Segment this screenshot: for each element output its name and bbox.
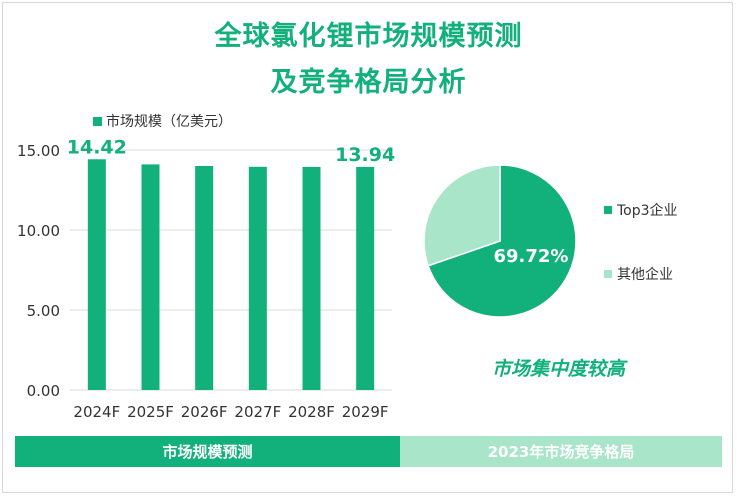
x-tick-label: 2029F bbox=[342, 403, 389, 421]
footer-market-forecast: 市场规模预测 bbox=[15, 436, 400, 467]
x-tick-label: 2027F bbox=[234, 403, 281, 421]
x-tick-label: 2024F bbox=[73, 403, 120, 421]
footer-competition: 2023年市场竞争格局 bbox=[400, 436, 722, 467]
legend-swatch-others bbox=[604, 270, 612, 278]
footer-right-label: 2023年市场竞争格局 bbox=[487, 443, 635, 461]
bar-2025F bbox=[141, 164, 160, 390]
chart-title-line1: 全球氯化锂市场规模预测 bbox=[214, 21, 523, 52]
legend-label-others: 其他企业 bbox=[617, 266, 673, 283]
x-tick-label: 2025F bbox=[127, 403, 174, 421]
pie-slice-0 bbox=[427, 164, 577, 318]
y-tick-label: 0.00 bbox=[27, 382, 60, 400]
y-tick-label: 15.00 bbox=[17, 142, 60, 160]
bar-2024F bbox=[87, 159, 106, 390]
pie-slice-1 bbox=[423, 164, 501, 267]
bar-data-label: 13.94 bbox=[335, 144, 395, 166]
bar-2027F bbox=[248, 166, 267, 390]
y-tick-label: 10.00 bbox=[17, 222, 60, 240]
bar-2029F bbox=[356, 166, 375, 390]
pie-data-label: 69.72% bbox=[494, 246, 569, 267]
legend-label-market-size: 市场规模（亿美元） bbox=[106, 113, 232, 130]
x-tick-label: 2028F bbox=[288, 403, 335, 421]
bar-2028F bbox=[302, 166, 321, 390]
legend-swatch-top3 bbox=[604, 206, 612, 214]
bar-data-label: 14.42 bbox=[67, 136, 127, 158]
bar-2026F bbox=[195, 166, 214, 390]
chart-title-line2: 及竞争格局分析 bbox=[270, 67, 467, 98]
legend-swatch-market-size bbox=[93, 117, 102, 126]
chart-frame bbox=[2, 2, 733, 493]
conclusion-text: 市场集中度较高 bbox=[492, 358, 626, 380]
legend-label-top3: Top3企业 bbox=[616, 202, 678, 219]
footer-left-label: 市场规模预测 bbox=[162, 443, 253, 461]
y-tick-label: 5.00 bbox=[27, 302, 60, 320]
x-tick-label: 2026F bbox=[181, 403, 228, 421]
